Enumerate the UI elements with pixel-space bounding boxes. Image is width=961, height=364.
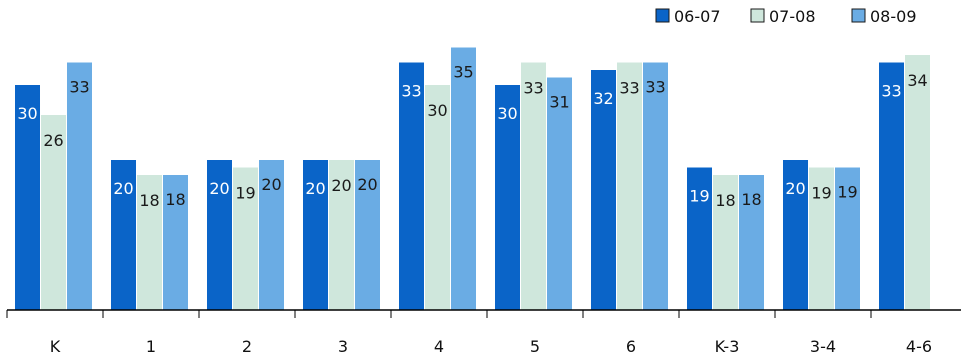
bar-06-07-6 bbox=[591, 70, 616, 310]
x-tick-label-3-4: 3-4 bbox=[810, 337, 836, 356]
bar-08-09-3 bbox=[355, 160, 380, 310]
bar-08-09-3-4 bbox=[835, 167, 860, 310]
data-label-06-07-4-6: 33 bbox=[881, 82, 901, 101]
bar-08-09-K-3 bbox=[739, 175, 764, 310]
legend-swatch-06-07 bbox=[655, 8, 670, 23]
bar-07-08-K bbox=[41, 115, 66, 310]
data-label-07-08-K-3: 18 bbox=[715, 191, 735, 210]
bar-07-08-K-3 bbox=[713, 175, 738, 310]
bar-06-07-3-4 bbox=[783, 160, 808, 310]
bar-07-08-5 bbox=[521, 62, 546, 310]
x-tick-label-2: 2 bbox=[242, 337, 252, 356]
bar-07-08-4-6 bbox=[905, 55, 930, 310]
data-label-07-08-4: 30 bbox=[427, 101, 447, 120]
data-label-08-09-K-3: 18 bbox=[741, 190, 761, 209]
x-tick-label-6: 6 bbox=[626, 337, 636, 356]
x-tick-label-K: K bbox=[50, 337, 61, 356]
x-tick-label-4-6: 4-6 bbox=[906, 337, 932, 356]
legend-label-07-08: 07-08 bbox=[769, 7, 816, 26]
data-label-06-07-3: 20 bbox=[305, 179, 325, 198]
data-label-06-07-4: 33 bbox=[401, 82, 421, 101]
data-label-06-07-2: 20 bbox=[209, 179, 229, 198]
data-label-08-09-5: 31 bbox=[549, 93, 569, 112]
data-label-06-07-1: 20 bbox=[113, 179, 133, 198]
data-label-08-09-1: 18 bbox=[165, 190, 185, 209]
bar-08-09-6 bbox=[643, 62, 668, 310]
data-label-07-08-3-4: 19 bbox=[811, 184, 831, 203]
data-label-08-09-4: 35 bbox=[453, 63, 473, 82]
data-label-07-08-5: 33 bbox=[523, 79, 543, 98]
x-axis: K 1 2 3 4 5 6 K-3 3-4 4-6 bbox=[6, 309, 961, 356]
bar-06-07-K-3 bbox=[687, 167, 712, 310]
bar-07-08-2 bbox=[233, 167, 258, 310]
data-labels-group: 30 26 33 20 18 18 20 19 20 20 20 20 33 30 35 30 33 31 32 33… bbox=[17, 63, 927, 211]
bar-08-09-4 bbox=[451, 47, 476, 310]
data-label-08-09-3-4: 19 bbox=[837, 183, 857, 202]
legend-swatch-07-08 bbox=[750, 8, 765, 23]
legend-label-08-09: 08-09 bbox=[870, 7, 917, 26]
data-label-06-07-3-4: 20 bbox=[785, 179, 805, 198]
data-label-06-07-5: 30 bbox=[497, 104, 517, 123]
data-label-07-08-2: 19 bbox=[235, 184, 255, 203]
data-label-06-07-K: 30 bbox=[17, 104, 37, 123]
bar-06-07-2 bbox=[207, 160, 232, 310]
bar-06-07-3 bbox=[303, 160, 328, 310]
data-label-08-09-2: 20 bbox=[261, 175, 281, 194]
x-tick-label-1: 1 bbox=[146, 337, 156, 356]
legend: 06-07 07-08 08-09 bbox=[655, 7, 917, 26]
data-label-07-08-K: 26 bbox=[43, 131, 63, 150]
x-tick-label-3: 3 bbox=[338, 337, 348, 356]
bar-06-07-5 bbox=[495, 85, 520, 310]
bar-06-07-4 bbox=[399, 62, 424, 310]
bar-07-08-3-4 bbox=[809, 167, 834, 310]
legend-swatch-08-09 bbox=[851, 8, 866, 23]
bar-07-08-1 bbox=[137, 175, 162, 310]
bar-07-08-3 bbox=[329, 160, 354, 310]
bar-06-07-4-6 bbox=[879, 62, 904, 310]
data-label-08-09-6: 33 bbox=[645, 78, 665, 97]
bar-07-08-4 bbox=[425, 85, 450, 310]
x-tick-label-4: 4 bbox=[434, 337, 444, 356]
bar-08-09-K bbox=[67, 62, 92, 310]
legend-label-06-07: 06-07 bbox=[674, 7, 721, 26]
data-label-07-08-1: 18 bbox=[139, 191, 159, 210]
x-tick-label-K-3: K-3 bbox=[715, 337, 740, 356]
bar-07-08-6 bbox=[617, 62, 642, 310]
data-label-08-09-3: 20 bbox=[357, 175, 377, 194]
bars-group bbox=[15, 47, 930, 310]
bar-08-09-5 bbox=[547, 77, 572, 310]
data-label-07-08-3: 20 bbox=[331, 176, 351, 195]
data-label-08-09-K: 33 bbox=[69, 78, 89, 97]
x-tick-label-5: 5 bbox=[530, 337, 540, 356]
bar-08-09-2 bbox=[259, 160, 284, 310]
bar-06-07-K bbox=[15, 85, 40, 310]
data-label-07-08-6: 33 bbox=[619, 79, 639, 98]
bar-06-07-1 bbox=[111, 160, 136, 310]
data-label-06-07-6: 32 bbox=[593, 89, 613, 108]
bar-08-09-1 bbox=[163, 175, 188, 310]
data-label-07-08-4-6: 34 bbox=[907, 71, 927, 90]
data-label-06-07-K-3: 19 bbox=[689, 187, 709, 206]
